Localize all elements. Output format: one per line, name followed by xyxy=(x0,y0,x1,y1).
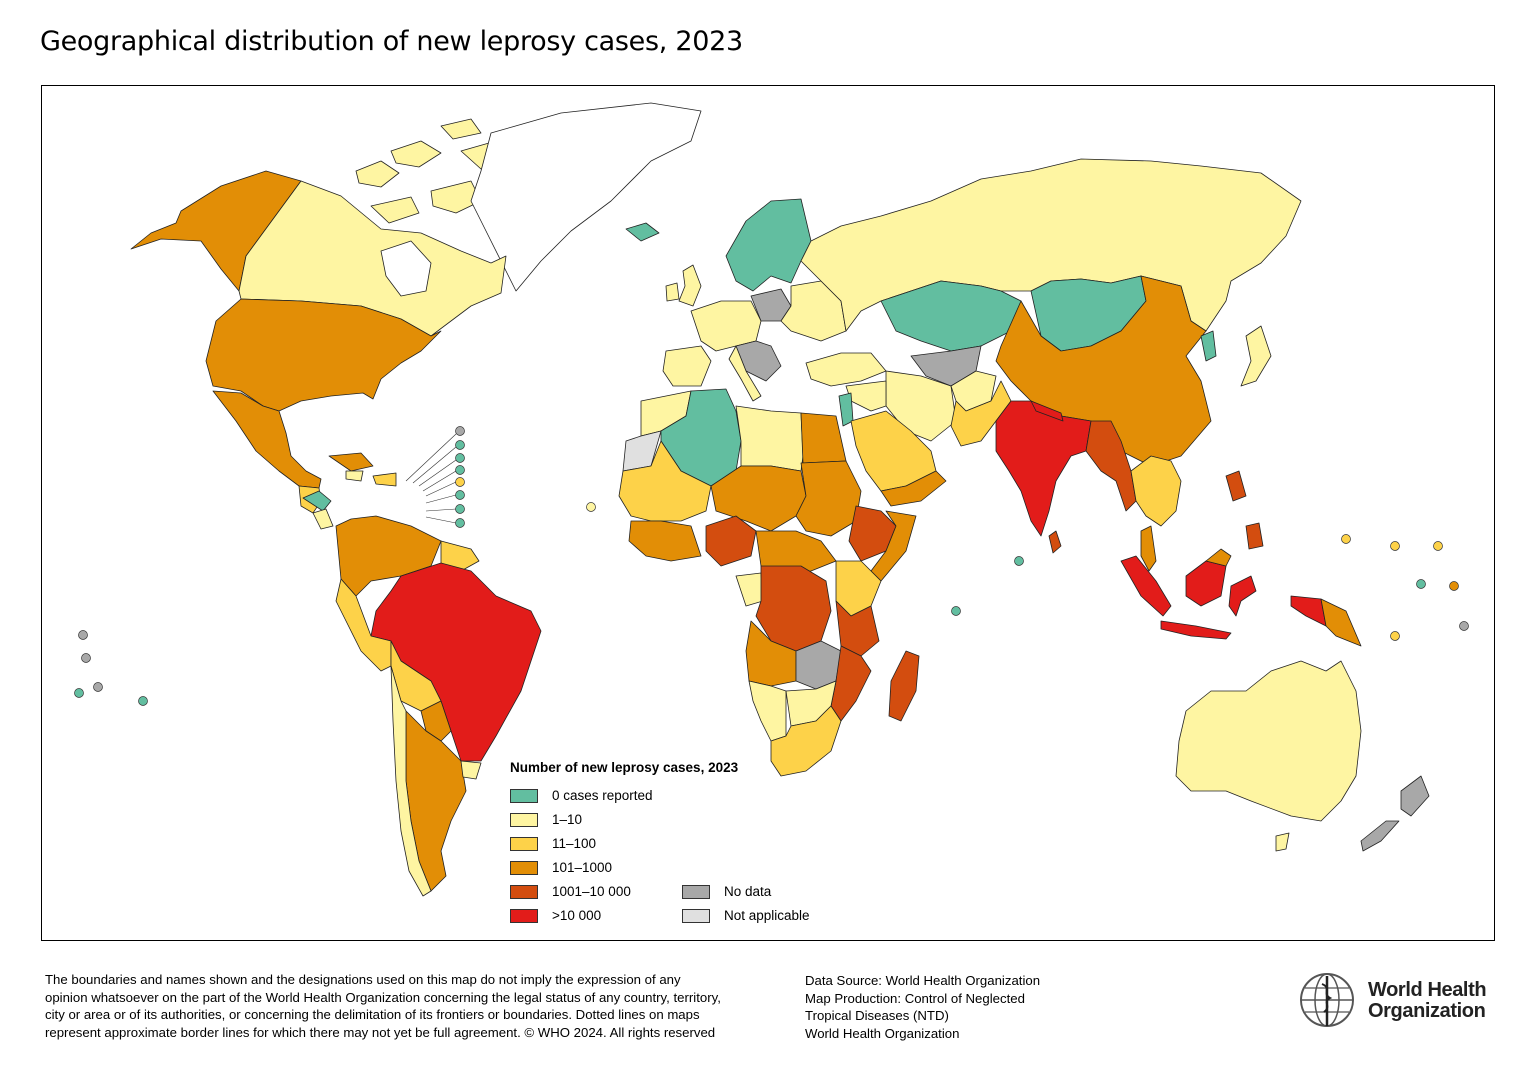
region-cameroon-gabon xyxy=(735,572,764,607)
region-chile xyxy=(390,665,432,897)
region-angola xyxy=(745,620,797,687)
who-logo: World Health Organization xyxy=(1292,970,1502,1030)
who-logo-text: World Health Organization xyxy=(1368,979,1487,1022)
caribbean-leader-lines xyxy=(405,433,457,524)
map-legend: Number of new leprosy cases, 2023 0 case… xyxy=(510,758,930,930)
region-japan xyxy=(1240,325,1272,387)
legend-label: 0 cases reported xyxy=(552,788,653,803)
disclaimer-text: The boundaries and names shown and the d… xyxy=(45,972,721,1041)
who-logo-line: Organization xyxy=(1368,1000,1486,1022)
legend-item-zero: 0 cases reported xyxy=(510,788,653,803)
region-guyanas xyxy=(440,540,480,572)
region-yemen-oman xyxy=(880,470,947,507)
source-line: Map Production: Control of Neglected xyxy=(805,990,1025,1006)
map-title: Geographical distribution of new leprosy… xyxy=(40,26,743,57)
legend-item-1001-10000: 1001–10 000 xyxy=(510,884,631,899)
legend-title: Number of new leprosy cases, 2023 xyxy=(510,760,739,775)
region-sri-lanka xyxy=(1048,530,1062,554)
region-sumatra xyxy=(1120,555,1172,617)
data-source: Data Source: World Health Organization M… xyxy=(805,972,1040,1043)
region-egypt xyxy=(800,412,847,464)
legend-item-1-10: 1–10 xyxy=(510,812,582,827)
region-scandinavia xyxy=(725,198,812,292)
legend-swatch xyxy=(510,884,538,899)
region-australia xyxy=(1175,660,1362,822)
region-nepal xyxy=(1030,400,1064,422)
region-turkey xyxy=(805,352,887,387)
region-ireland xyxy=(665,282,680,302)
source-line: World Health Organization xyxy=(805,1026,960,1042)
region-india xyxy=(995,400,1092,537)
legend-swatch xyxy=(510,836,538,851)
region-central-america-2 xyxy=(302,490,332,512)
legend-label: 1–10 xyxy=(552,812,583,827)
legend-label: Not applicable xyxy=(724,908,810,923)
world-map xyxy=(74,102,1469,897)
who-emblem-icon xyxy=(1300,973,1354,1027)
legend-label: >10 000 xyxy=(552,908,602,923)
region-korea xyxy=(1200,330,1217,362)
legend-swatch xyxy=(510,860,538,875)
region-java xyxy=(1160,620,1232,640)
region-new-guinea xyxy=(1290,595,1327,627)
region-nigeria xyxy=(705,515,757,567)
region-south-africa xyxy=(770,705,842,777)
region-alaska xyxy=(130,170,302,292)
region-paraguay xyxy=(420,700,452,742)
region-panama xyxy=(312,508,334,530)
source-line: Tropical Diseases (NTD) xyxy=(805,1008,949,1024)
region-tasmania xyxy=(1275,832,1290,852)
legend-label: 101–1000 xyxy=(552,860,613,875)
legend-label: 11–100 xyxy=(552,836,597,851)
legend-item-no-data: No data xyxy=(682,884,771,899)
region-west-africa-sahel xyxy=(618,440,712,522)
region-greenland xyxy=(470,102,702,292)
region-new-zealand xyxy=(1360,775,1430,852)
legend-item-101-1000: 101–1000 xyxy=(510,860,612,875)
region-papua-new-guinea xyxy=(1320,598,1362,647)
source-line: Data Source: World Health Organization xyxy=(805,973,1041,988)
region-hudson-bay xyxy=(380,240,432,297)
region-usa xyxy=(205,298,442,412)
region-madagascar xyxy=(888,650,920,722)
legend-label: No data xyxy=(724,884,772,899)
legend-swatch xyxy=(510,788,538,803)
region-sulawesi xyxy=(1228,575,1257,617)
region-iran xyxy=(885,370,957,442)
region-uruguay xyxy=(460,760,482,780)
region-mexico xyxy=(212,390,322,489)
region-iberia xyxy=(662,345,712,387)
legend-item-11-100: 11–100 xyxy=(510,836,596,851)
legend-swatch xyxy=(510,812,538,827)
legend-swatch xyxy=(682,884,710,899)
region-italy xyxy=(728,345,762,402)
legend-label: 1001–10 000 xyxy=(552,884,631,899)
region-iceland xyxy=(625,222,660,242)
region-sudan xyxy=(795,460,862,537)
region-uk xyxy=(678,264,702,307)
region-guinea-coast xyxy=(628,520,702,562)
legend-item-over-10000: >10 000 xyxy=(510,908,601,923)
map-frame xyxy=(41,85,1495,941)
region-namibia xyxy=(748,680,787,742)
region-malay-peninsula xyxy=(1140,525,1157,572)
legend-swatch xyxy=(682,908,710,923)
region-peru xyxy=(335,578,392,672)
region-borneo-north xyxy=(1205,548,1232,567)
region-borneo xyxy=(1185,560,1227,607)
region-libya xyxy=(735,405,804,472)
region-philippines xyxy=(1225,470,1247,502)
region-thailand-indochina xyxy=(1130,455,1182,527)
legend-item-not-applicable: Not applicable xyxy=(682,908,810,923)
region-philippines-2 xyxy=(1245,522,1264,550)
legend-swatch xyxy=(510,908,538,923)
region-western-sahara xyxy=(622,430,662,472)
who-logo-line: World Health xyxy=(1368,979,1487,1001)
region-caribbean xyxy=(328,452,397,487)
